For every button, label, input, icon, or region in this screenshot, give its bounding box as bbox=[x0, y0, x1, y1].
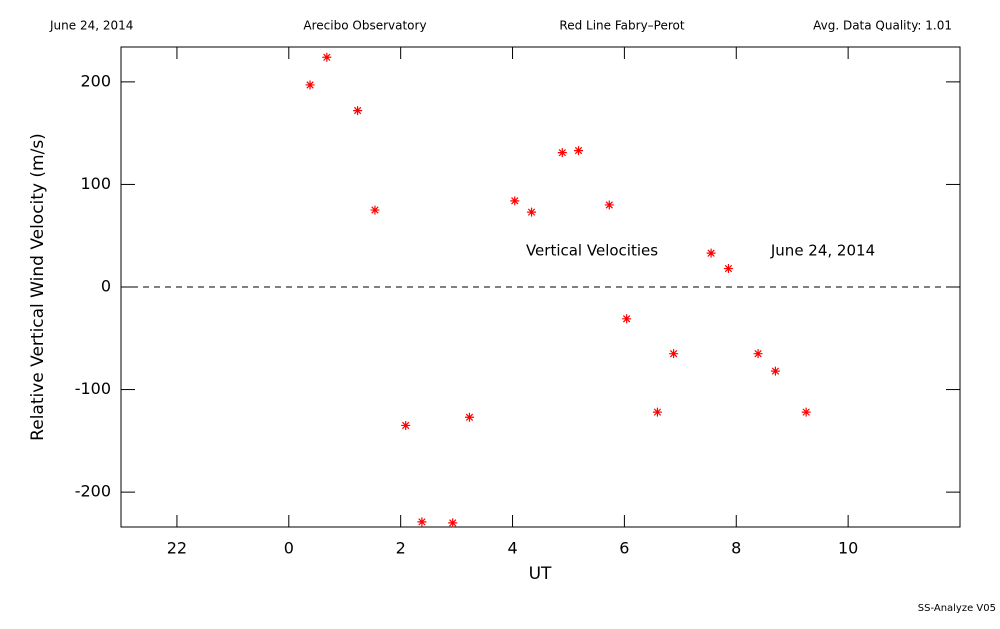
point bbox=[652, 407, 662, 417]
point bbox=[305, 80, 315, 90]
footer: SS-Analyze V05 bbox=[918, 603, 996, 614]
point bbox=[370, 205, 380, 215]
point bbox=[604, 200, 614, 210]
header-date: June 24, 2014 bbox=[49, 19, 133, 33]
point bbox=[706, 248, 716, 258]
point bbox=[574, 146, 584, 156]
point bbox=[510, 196, 520, 206]
x-tick-label: 4 bbox=[507, 539, 517, 558]
header-quality: Avg. Data Quality: 1.01 bbox=[813, 19, 952, 33]
y-tick-label: -200 bbox=[75, 482, 111, 501]
point bbox=[669, 349, 679, 359]
point bbox=[464, 412, 474, 422]
point bbox=[557, 148, 567, 158]
point bbox=[801, 407, 811, 417]
annotation: Vertical Velocities bbox=[526, 242, 658, 260]
point bbox=[753, 349, 763, 359]
y-tick-label: 200 bbox=[80, 71, 111, 90]
point bbox=[353, 106, 363, 116]
point bbox=[401, 420, 411, 430]
point bbox=[527, 207, 537, 217]
point bbox=[770, 366, 780, 376]
point bbox=[417, 517, 427, 527]
x-tick-label: 0 bbox=[284, 539, 294, 558]
x-tick-label: 2 bbox=[396, 539, 406, 558]
y-tick-label: 0 bbox=[101, 277, 111, 296]
x-tick-label: 10 bbox=[838, 539, 858, 558]
header-instrument: Red Line Fabry–Perot bbox=[559, 19, 684, 33]
point bbox=[723, 264, 733, 274]
y-tick-label: -100 bbox=[75, 379, 111, 398]
y-axis-label: Relative Vertical Wind Velocity (m/s) bbox=[28, 133, 48, 441]
x-axis-label: UT bbox=[529, 564, 552, 584]
x-tick-label: 22 bbox=[167, 539, 187, 558]
x-tick-label: 6 bbox=[619, 539, 629, 558]
point bbox=[622, 314, 632, 324]
point bbox=[322, 52, 332, 62]
point bbox=[448, 518, 458, 528]
header-site: Arecibo Observatory bbox=[303, 19, 426, 33]
x-tick-label: 8 bbox=[731, 539, 741, 558]
annotation: June 24, 2014 bbox=[770, 242, 875, 260]
y-tick-label: 100 bbox=[80, 174, 111, 193]
